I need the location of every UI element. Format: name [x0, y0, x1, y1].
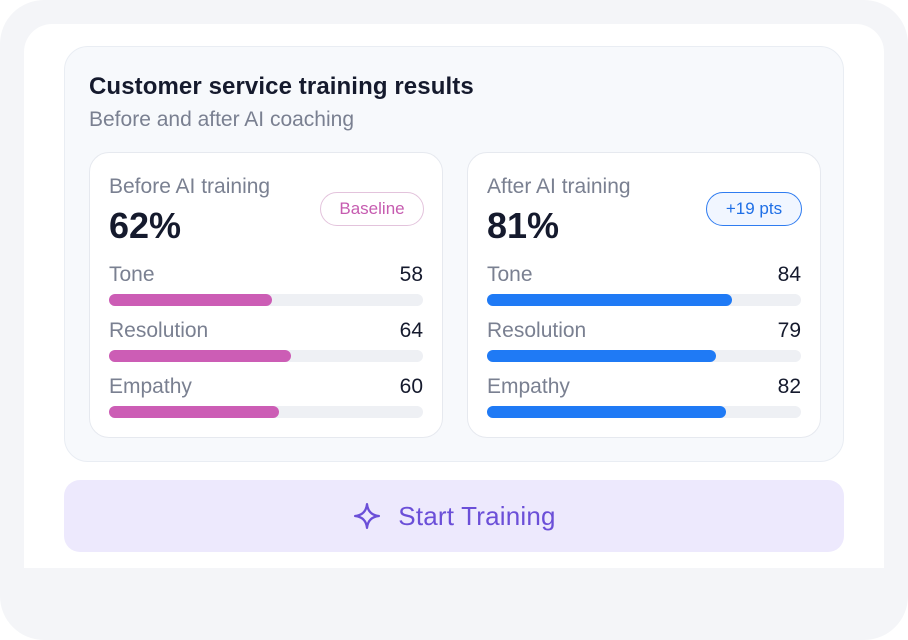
progress-track: [487, 350, 801, 362]
metric-label: Empathy: [487, 375, 570, 398]
improvement-badge: +19 pts: [706, 192, 802, 226]
progress-fill: [487, 406, 726, 418]
screen: Customer service training results Before…: [24, 24, 884, 568]
progress-track: [109, 406, 423, 418]
metric-row-tone: Tone 58: [109, 263, 423, 313]
after-label: After AI training: [487, 175, 631, 198]
metric-value: 84: [777, 263, 801, 286]
metric-label: Empathy: [109, 375, 192, 398]
start-training-label: Start Training: [398, 500, 556, 531]
progress-fill: [109, 406, 279, 418]
before-panel: Before AI training 62% Baseline Tone 58 …: [89, 152, 443, 438]
metric-row-resolution: Resolution 79: [487, 319, 801, 369]
progress-fill: [109, 294, 272, 306]
after-panel: After AI training 81% +19 pts Tone 84 Re…: [467, 152, 821, 438]
metric-row-empathy: Empathy 60: [109, 375, 423, 425]
progress-fill: [487, 294, 732, 306]
after-score: 81%: [487, 205, 560, 246]
metric-value: 58: [399, 263, 423, 286]
progress-fill: [487, 350, 716, 362]
metric-label: Resolution: [109, 319, 209, 342]
metric-row-resolution: Resolution 64: [109, 319, 423, 369]
card-title: Customer service training results: [89, 73, 474, 100]
metric-row-empathy: Empathy 82: [487, 375, 801, 425]
start-training-button[interactable]: Start Training: [64, 480, 844, 552]
results-card: Customer service training results Before…: [64, 46, 844, 462]
metric-label: Tone: [487, 263, 533, 286]
progress-track: [109, 294, 423, 306]
before-label: Before AI training: [109, 175, 271, 198]
progress-fill: [109, 350, 291, 362]
sparkle-icon: [354, 503, 381, 529]
metric-value: 82: [777, 375, 801, 398]
progress-track: [109, 350, 423, 362]
progress-track: [487, 406, 801, 418]
metric-value: 79: [777, 319, 801, 342]
baseline-badge: Baseline: [320, 192, 424, 226]
before-score: 62%: [109, 205, 182, 246]
card-subtitle: Before and after AI coaching: [89, 108, 355, 131]
metric-label: Resolution: [487, 319, 587, 342]
progress-track: [487, 294, 801, 306]
metric-value: 60: [399, 375, 423, 398]
metric-row-tone: Tone 84: [487, 263, 801, 313]
metric-value: 64: [399, 319, 423, 342]
metric-label: Tone: [109, 263, 155, 286]
